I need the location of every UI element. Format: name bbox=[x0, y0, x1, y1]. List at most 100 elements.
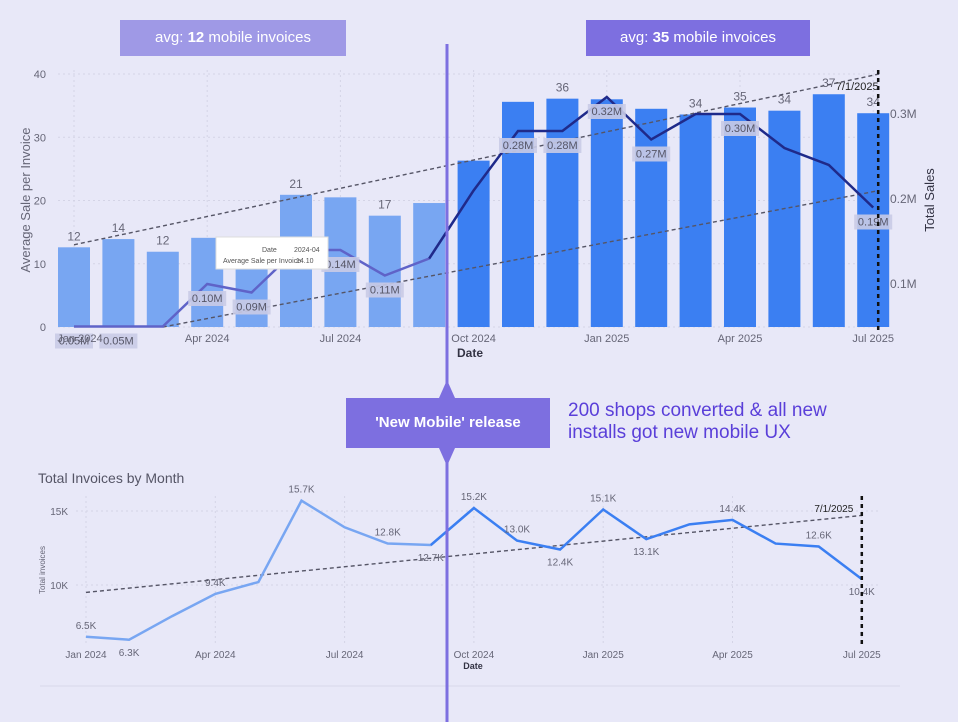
sales-label-bg bbox=[854, 214, 893, 230]
avg-before-prefix: avg: bbox=[155, 29, 188, 46]
bottom-x-axis-title: Date bbox=[463, 661, 483, 671]
invoice-data-label: 6.3K bbox=[119, 648, 140, 659]
avg-after-suffix: mobile invoices bbox=[669, 29, 776, 46]
release-label: 'New Mobile' release bbox=[346, 398, 550, 448]
bar-data-label: 37 bbox=[822, 76, 836, 90]
y-tick-label: 40 bbox=[34, 69, 46, 81]
bar-data-label: 12 bbox=[67, 229, 81, 243]
bottom-x-tick-label: Apr 2024 bbox=[195, 650, 236, 661]
bar bbox=[724, 107, 756, 328]
invoice-data-label: 6.5K bbox=[76, 621, 97, 632]
y2-tick-label: 0.3M bbox=[890, 107, 917, 121]
bottom-x-tick-label: Oct 2024 bbox=[454, 650, 495, 661]
sales-label-bg bbox=[232, 299, 271, 315]
invoice-data-label: 15.7K bbox=[288, 485, 314, 496]
tooltip-date-value: 2024-04 bbox=[294, 247, 320, 254]
y-tick-label: 10 bbox=[34, 259, 46, 271]
bar-data-label: 17 bbox=[378, 198, 392, 212]
release-annotation: 200 shops converted & all new installs g… bbox=[568, 400, 827, 443]
lower-trendline bbox=[162, 190, 878, 328]
avg-before-value: 12 bbox=[187, 29, 205, 46]
bottom-x-tick-label: Jul 2024 bbox=[326, 650, 364, 661]
invoice-data-label: 13.0K bbox=[504, 525, 530, 536]
sales-label-bg bbox=[721, 121, 759, 136]
bar-data-label: 35 bbox=[733, 90, 747, 104]
bottom-y-tick-label: 15K bbox=[50, 507, 68, 518]
y2-axis-title: Total Sales bbox=[922, 168, 937, 232]
bar-data-label: 14 bbox=[112, 221, 126, 235]
x-tick-label: Apr 2024 bbox=[185, 333, 230, 345]
sales-data-label: 0.19M bbox=[858, 217, 889, 229]
x-tick-label: Oct 2024 bbox=[451, 333, 496, 345]
x-tick-label: Jan 2025 bbox=[584, 333, 629, 345]
bar-data-label: 34 bbox=[867, 95, 881, 109]
date-marker-label: 7/1/2025 bbox=[836, 81, 879, 93]
invoices-line-before bbox=[85, 498, 475, 642]
invoice-data-label: 14.4K bbox=[719, 504, 745, 515]
invoice-data-label: 12.6K bbox=[806, 531, 832, 542]
bottom-x-tick-label: Jul 2025 bbox=[843, 650, 881, 661]
bottom-x-tick-label: Jan 2024 bbox=[65, 650, 107, 661]
sales-data-label: 0.28M bbox=[503, 140, 534, 152]
bottom-chart-title: Total Invoices by Month bbox=[38, 470, 185, 486]
avg-after-prefix: avg: bbox=[620, 29, 653, 46]
invoice-data-label: 12.4K bbox=[547, 557, 573, 568]
bar bbox=[502, 101, 534, 327]
invoice-data-label: 13.1K bbox=[633, 547, 659, 558]
bottom-trendline bbox=[85, 514, 862, 594]
invoice-data-label: 15.1K bbox=[590, 494, 616, 505]
sales-data-label: 0.14M bbox=[325, 259, 356, 271]
sales-data-label: 0.28M bbox=[547, 140, 578, 152]
sales-label-bg bbox=[587, 104, 626, 119]
sales-label-bg bbox=[632, 146, 671, 162]
x-axis-title: Date bbox=[457, 346, 483, 360]
sales-data-label: 0.32M bbox=[592, 106, 623, 118]
sales-label-bg bbox=[365, 282, 404, 298]
avg-before-banner: avg: 12 mobile invoices bbox=[120, 20, 346, 56]
invoice-data-label: 15.2K bbox=[461, 492, 487, 503]
invoice-data-label: 9.4K bbox=[205, 578, 226, 589]
tooltip-measure-label: Average Sale per Invoice bbox=[223, 258, 301, 265]
sales-label-bg bbox=[99, 333, 138, 349]
y2-tick-label: 0.1M bbox=[890, 277, 917, 291]
sales-data-label: 0.30M bbox=[725, 123, 756, 135]
bar-data-label: 34 bbox=[778, 93, 792, 107]
avg-after-banner: avg: 35 mobile invoices bbox=[586, 20, 810, 56]
bar-data-label: 36 bbox=[556, 81, 570, 95]
bar bbox=[413, 203, 446, 327]
sales-data-label: 0.27M bbox=[636, 149, 667, 161]
x-tick-label: Jul 2025 bbox=[852, 333, 894, 345]
sales-label-bg bbox=[188, 291, 227, 306]
bar bbox=[457, 160, 490, 327]
invoice-data-label: 12.8K bbox=[375, 528, 401, 539]
bar bbox=[146, 251, 179, 327]
sales-label-bg bbox=[543, 138, 582, 153]
bar bbox=[102, 239, 135, 327]
sales-data-label: 0.05M bbox=[103, 336, 134, 348]
x-tick-label: Apr 2025 bbox=[718, 333, 763, 345]
invoice-data-label: 12.7K bbox=[418, 553, 444, 564]
bar bbox=[58, 247, 90, 327]
bar bbox=[590, 99, 623, 327]
avg-after-value: 35 bbox=[652, 29, 670, 46]
bar-data-label: 21 bbox=[289, 177, 303, 191]
tooltip-date-label: Date bbox=[262, 247, 277, 254]
sales-data-label: 0.05M bbox=[59, 336, 90, 348]
total-sales-line-before bbox=[74, 189, 475, 328]
sales-label-bg bbox=[55, 333, 93, 349]
bar bbox=[679, 114, 712, 327]
tooltip-measure-value: 14.10 bbox=[296, 258, 314, 265]
y-tick-label: 30 bbox=[34, 132, 46, 144]
release-arrow-down bbox=[439, 448, 455, 466]
invoices-line-after bbox=[429, 506, 863, 581]
bar bbox=[546, 98, 579, 327]
y-tick-label: 20 bbox=[34, 196, 46, 208]
y2-tick-label: 0.2M bbox=[890, 192, 917, 206]
bar bbox=[812, 94, 845, 328]
sales-label-bg bbox=[321, 257, 360, 272]
x-tick-label: Jul 2024 bbox=[320, 333, 362, 345]
bottom-date-marker-label: 7/1/2025 bbox=[814, 504, 853, 515]
bottom-x-tick-label: Jan 2025 bbox=[583, 650, 625, 661]
